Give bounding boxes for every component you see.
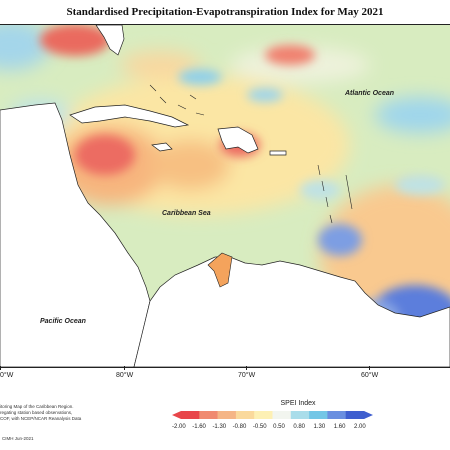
jamaica-island	[151, 142, 173, 152]
spei-map: Atlantic Ocean Caribbean Sea Pacific Oce…	[0, 24, 450, 368]
legend-value-label: 0.80	[293, 424, 306, 430]
atlantic-ocean-label: Atlantic Ocean	[344, 90, 394, 97]
legend-swatch	[254, 411, 273, 419]
legend-swatch	[235, 411, 255, 419]
puerto-rico-island	[269, 150, 287, 156]
legend-swatch	[181, 411, 200, 419]
legend-colorbar	[172, 411, 373, 419]
lon-tick-80w	[124, 366, 125, 370]
florida-land	[95, 25, 125, 56]
legend-swatch	[345, 411, 365, 419]
date-stamp: CIMH Jun-2021	[2, 436, 34, 441]
pacific-ocean-label: Pacific Ocean	[40, 318, 86, 325]
south-america-land	[133, 256, 450, 367]
legend-value-label: -2.00	[172, 424, 186, 430]
lon-tick-70w	[246, 366, 247, 370]
credit-line: itoring Map of the Caribbean Region.	[0, 404, 74, 409]
legend-value-label: -0.80	[232, 424, 247, 430]
legend-value-label: 0.50	[273, 424, 285, 430]
hispaniola-island	[217, 126, 259, 154]
legend-swatch	[290, 411, 310, 419]
lon-label-70w: 70°W	[238, 372, 256, 379]
lon-label-90w: 0°W	[0, 372, 14, 379]
legend-swatch	[327, 411, 346, 419]
lon-label-60w: 60°W	[361, 372, 379, 379]
caribbean-sea-label: Caribbean Sea	[162, 210, 211, 217]
legend-swatch	[199, 411, 218, 419]
legend-value-label: -1.30	[212, 424, 227, 430]
lon-label-80w: 80°W	[116, 372, 134, 379]
legend-swatch	[217, 411, 237, 419]
legend-value-label: 1.30	[313, 424, 326, 430]
legend-arrow-low	[172, 411, 181, 419]
legend-value-label: -0.50	[252, 424, 267, 430]
cuba-island	[69, 104, 190, 128]
legend-value-label: 1.60	[333, 424, 346, 430]
land-masses	[0, 25, 450, 367]
credit-line: COF, with NCEP/NCAR Reanalysis Data	[0, 416, 82, 421]
legend-arrow-high	[364, 411, 373, 419]
legend-swatch	[272, 411, 292, 419]
credit-line: regating station based observations,	[0, 410, 73, 415]
venezuela-coast	[207, 252, 233, 288]
legend-value-label: 2.00	[354, 424, 366, 430]
legend-value-label: -1.60	[192, 424, 206, 430]
lon-tick-90w	[0, 366, 1, 370]
legend-title: SPEI Index	[280, 400, 316, 407]
lon-tick-60w	[369, 366, 370, 370]
map-title: Standardised Precipitation-Evapotranspir…	[66, 6, 384, 18]
small-islands	[149, 84, 353, 288]
legend-swatch	[309, 411, 328, 419]
credit-text: itoring Map of the Caribbean Region. reg…	[0, 404, 120, 422]
